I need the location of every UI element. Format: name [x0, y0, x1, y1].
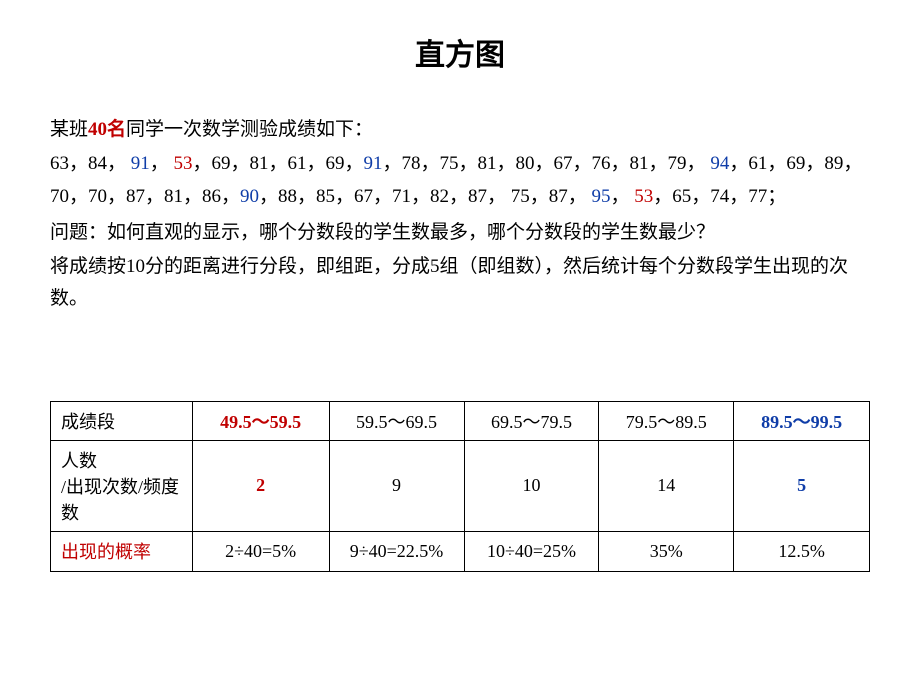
cell-prob: 9÷40=22.5% [329, 531, 464, 571]
score-blue: 90 [240, 186, 259, 207]
cell-prob: 2÷40=5% [192, 531, 329, 571]
cell-prob: 12.5% [734, 531, 870, 571]
cell-prob: 10÷40=25% [464, 531, 599, 571]
cell-prob: 35% [599, 531, 734, 571]
scores-block: 63，84， 91， 53，69，81，61，69，91，78，75，81，80… [50, 148, 870, 213]
cell-range: 79.5～89.5 [599, 401, 734, 440]
table-row: 成绩段 49.5～59.5 59.5～69.5 69.5～79.5 79.5～8… [51, 401, 870, 440]
scores-seg: ，69，81，61，69， [193, 153, 364, 174]
cell-label: 出现的概率 [51, 531, 193, 571]
cell-label: 人数 /出现次数/频度数 [51, 440, 193, 531]
score-blue: 91 [364, 153, 383, 174]
score-blue: 94 [710, 153, 729, 174]
page-title: 直方图 [50, 30, 870, 74]
scores-seg: ，88，85，67，71，82，87， 75，87， [259, 186, 592, 207]
table-row: 出现的概率 2÷40=5% 9÷40=22.5% 10÷40=25% 35% 1… [51, 531, 870, 571]
cell-count: 5 [734, 440, 870, 531]
scores-seg: 63，84， [50, 153, 131, 174]
question-line: 问题：如何直观的显示，哪个分数段的学生数最多，哪个分数段的学生数最少？ [50, 217, 870, 249]
cell-range: 89.5～99.5 [734, 401, 870, 440]
scores-seg: ，78，75，81，80，67，76，81，79， [383, 153, 711, 174]
method-line: 将成绩按10分的距离进行分段，即组距，分成5组（即组数），然后统计每个分数段学生… [50, 251, 870, 316]
cell-count: 14 [599, 440, 734, 531]
cell-label: 成绩段 [51, 401, 193, 440]
scores-seg: ，65，74，77； [653, 186, 786, 207]
table-row: 人数 /出现次数/频度数 2 9 10 14 5 [51, 440, 870, 531]
intro-line: 某班40名同学一次数学测验成绩如下： [50, 114, 870, 146]
score-red: 53 [174, 153, 193, 174]
cell-count: 9 [329, 440, 464, 531]
cell-range: 49.5～59.5 [192, 401, 329, 440]
cell-count: 10 [464, 440, 599, 531]
scores-seg: ， [150, 153, 174, 174]
intro-text-a: 某班 [50, 119, 88, 140]
cell-range: 59.5～69.5 [329, 401, 464, 440]
intro-count: 40名 [88, 119, 126, 140]
score-red: 53 [634, 186, 653, 207]
content-block: 某班40名同学一次数学测验成绩如下： 63，84， 91， 53，69，81，6… [50, 114, 870, 316]
cell-range: 69.5～79.5 [464, 401, 599, 440]
frequency-table: 成绩段 49.5～59.5 59.5～69.5 69.5～79.5 79.5～8… [50, 401, 870, 572]
score-blue: 91 [131, 153, 150, 174]
intro-text-c: 同学一次数学测验成绩如下： [126, 119, 373, 140]
scores-seg: ， [611, 186, 635, 207]
cell-count: 2 [192, 440, 329, 531]
score-blue: 95 [592, 186, 611, 207]
